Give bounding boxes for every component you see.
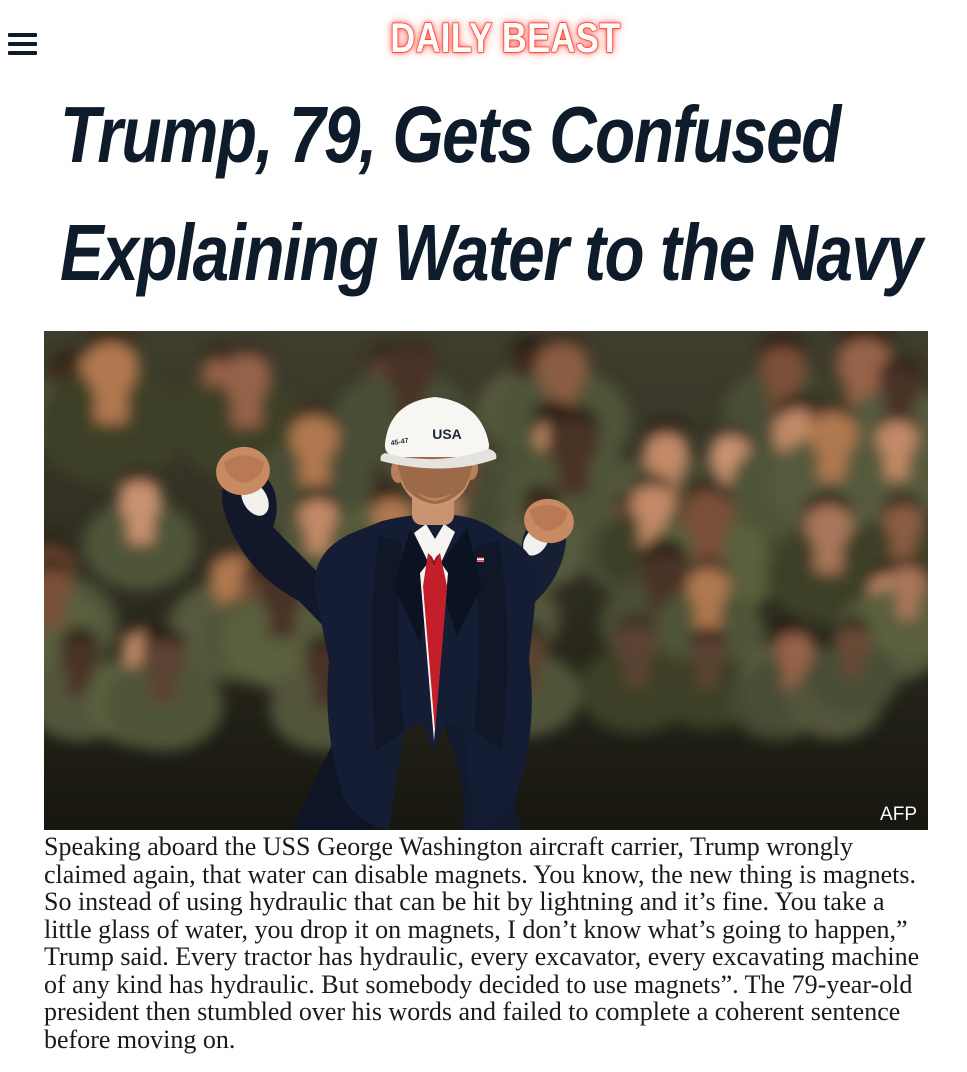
svg-text:USA: USA [432,426,462,442]
svg-text:AFP: AFP [880,804,917,825]
